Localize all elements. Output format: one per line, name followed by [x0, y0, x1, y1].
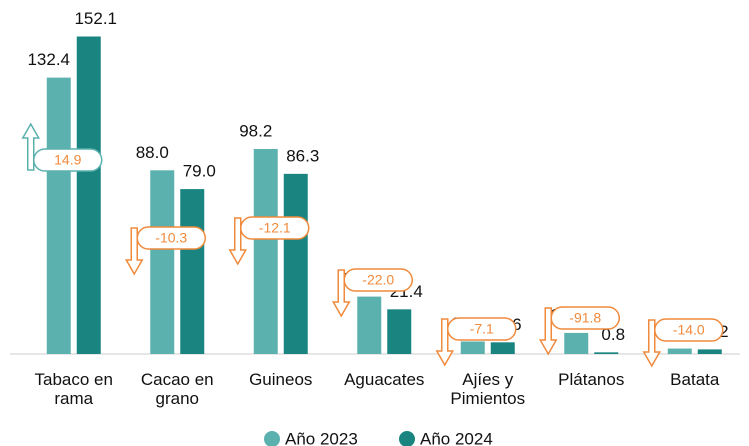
- value-label: 79.0: [183, 162, 216, 181]
- change-pill: [343, 268, 413, 292]
- bar: [180, 189, 205, 354]
- change-label: -14.0: [673, 322, 705, 338]
- bar: [490, 342, 515, 354]
- legend-marker: [399, 431, 415, 446]
- value-label: 98.2: [239, 121, 272, 140]
- bar: [594, 352, 619, 354]
- x-tick-label: Tabaco en rama: [34, 370, 113, 408]
- change-annotation: 14.9: [21, 122, 103, 172]
- change-label: -12.1: [259, 220, 291, 236]
- x-tick-label: Batata: [670, 370, 720, 389]
- x-tick-label: Cacao en grano: [140, 370, 214, 408]
- bar: [667, 348, 692, 354]
- bar: [283, 173, 308, 354]
- x-tick-label: Ajíes y Pimientos: [450, 370, 526, 408]
- change-pill: [654, 318, 724, 342]
- change-pill: [33, 148, 103, 172]
- change-annotation: -14.0: [642, 318, 724, 368]
- change-label: -22.0: [362, 272, 394, 288]
- arrow-down: [124, 227, 144, 276]
- bar: [387, 309, 412, 354]
- value-label: 152.1: [74, 9, 117, 28]
- bar: [253, 149, 278, 354]
- arrow-up: [21, 122, 41, 171]
- legend-marker: [264, 431, 280, 446]
- bar: [564, 332, 589, 354]
- x-tick-label: Plátanos: [558, 370, 625, 389]
- change-annotation: -10.3: [124, 226, 206, 276]
- legend-label: Año 2023: [285, 429, 358, 446]
- value-label: 86.3: [286, 146, 319, 165]
- change-annotation: -22.0: [331, 268, 413, 318]
- arrow-down: [331, 269, 351, 318]
- change-pill: [136, 226, 206, 250]
- bar: [76, 36, 101, 355]
- change-label: 14.9: [54, 152, 81, 168]
- bar: [150, 170, 175, 354]
- change-pill: [550, 306, 620, 330]
- arrow-down: [228, 217, 248, 266]
- change-annotation: -91.8: [538, 306, 620, 356]
- bar: [697, 349, 722, 354]
- bar: [357, 296, 382, 354]
- value-label: 132.4: [27, 50, 70, 69]
- x-tick-label: Guineos: [249, 370, 313, 389]
- arrow-down: [642, 319, 662, 368]
- legend-label: Año 2024: [420, 429, 493, 446]
- change-label: -7.1: [470, 321, 494, 337]
- change-label: -10.3: [155, 230, 187, 246]
- arrow-down: [538, 307, 558, 356]
- value-label: 88.0: [136, 143, 169, 162]
- change-annotation: -7.1: [435, 317, 517, 367]
- change-pill: [447, 317, 517, 341]
- bar: [460, 341, 485, 354]
- arrow-down: [435, 318, 455, 367]
- change-pill: [240, 216, 310, 240]
- change-label: -91.8: [569, 310, 601, 326]
- bar: [46, 77, 71, 355]
- x-tick-label: Aguacates: [344, 370, 425, 389]
- change-annotation: -12.1: [228, 216, 310, 266]
